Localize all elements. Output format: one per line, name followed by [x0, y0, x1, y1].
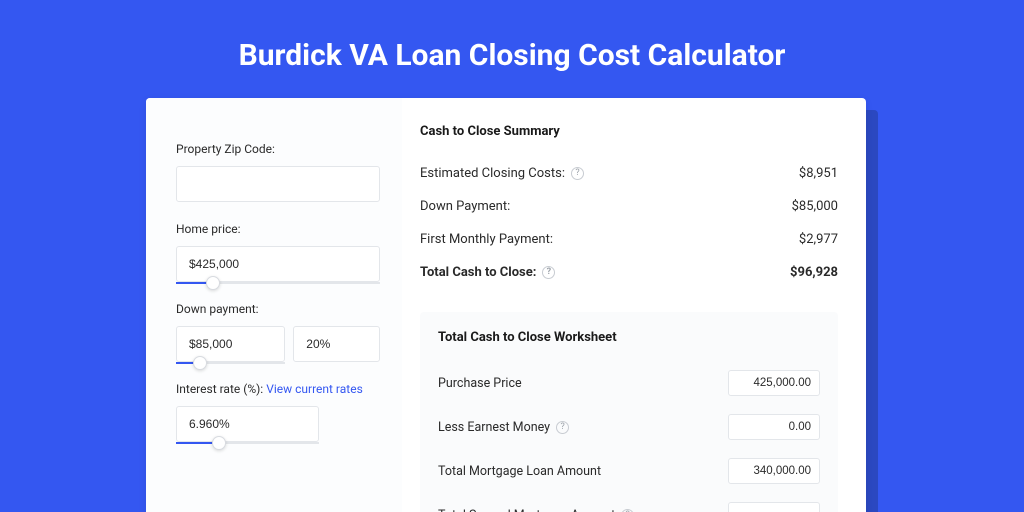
help-icon[interactable]: ?: [621, 509, 634, 512]
home-price-slider[interactable]: [176, 246, 380, 282]
summary-value: $96,928: [790, 265, 838, 280]
home-price-label: Home price:: [176, 222, 380, 236]
down-payment-input[interactable]: [176, 326, 285, 362]
summary-label-text: Total Cash to Close:: [420, 265, 536, 280]
interest-slider[interactable]: [176, 406, 319, 442]
interest-input[interactable]: [176, 406, 319, 442]
worksheet-label-text: Total Second Mortgage Amount: [438, 508, 615, 512]
worksheet-value-input[interactable]: [728, 414, 820, 440]
interest-label: Interest rate (%): View current rates: [176, 382, 380, 396]
view-rates-link[interactable]: View current rates: [266, 382, 363, 396]
home-price-field-block: Home price:: [176, 222, 380, 282]
down-payment-slider[interactable]: [176, 326, 285, 362]
home-price-input[interactable]: [176, 246, 380, 282]
slider-thumb[interactable]: [212, 436, 226, 450]
worksheet-value-input[interactable]: [728, 502, 820, 512]
worksheet-panel: Total Cash to Close Worksheet Purchase P…: [420, 312, 838, 512]
page-title: Burdick VA Loan Closing Cost Calculator: [0, 0, 1024, 73]
help-icon[interactable]: ?: [571, 167, 584, 180]
worksheet-label-text: Total Mortgage Loan Amount: [438, 464, 601, 479]
slider-thumb[interactable]: [206, 276, 220, 290]
worksheet-label-text: Less Earnest Money: [438, 420, 550, 435]
worksheet-row-second-mortgage: Total Second Mortgage Amount ?: [438, 493, 820, 512]
summary-value: $8,951: [799, 166, 838, 181]
zip-field-block: Property Zip Code:: [176, 142, 380, 202]
summary-label-text: Estimated Closing Costs:: [420, 166, 565, 181]
worksheet-row-purchase-price: Purchase Price: [438, 361, 820, 405]
input-panel: Property Zip Code: Home price: Down paym…: [146, 98, 402, 512]
summary-row-down-payment: Down Payment: $85,000: [420, 190, 838, 223]
summary-title: Cash to Close Summary: [420, 124, 838, 139]
zip-input[interactable]: [176, 166, 380, 202]
interest-label-text: Interest rate (%):: [176, 382, 263, 396]
help-icon[interactable]: ?: [542, 266, 555, 279]
down-payment-field-block: Down payment:: [176, 302, 380, 362]
zip-label: Property Zip Code:: [176, 142, 380, 156]
slider-thumb[interactable]: [193, 356, 207, 370]
worksheet-value-input[interactable]: [728, 370, 820, 396]
worksheet-title: Total Cash to Close Worksheet: [438, 330, 820, 345]
summary-label-text: Down Payment:: [420, 199, 510, 214]
down-payment-label: Down payment:: [176, 302, 380, 316]
interest-field-block: Interest rate (%): View current rates: [176, 382, 380, 442]
help-icon[interactable]: ?: [556, 421, 569, 434]
summary-row-total: Total Cash to Close: ? $96,928: [420, 256, 838, 289]
summary-row-first-payment: First Monthly Payment: $2,977: [420, 223, 838, 256]
down-payment-pct-input[interactable]: [293, 326, 380, 362]
results-panel: Cash to Close Summary Estimated Closing …: [402, 98, 866, 512]
summary-row-closing-costs: Estimated Closing Costs: ? $8,951: [420, 157, 838, 190]
calculator-card: Property Zip Code: Home price: Down paym…: [146, 98, 866, 512]
summary-label-text: First Monthly Payment:: [420, 232, 553, 247]
summary-value: $85,000: [792, 199, 838, 214]
divider: [420, 297, 838, 298]
worksheet-row-earnest-money: Less Earnest Money ?: [438, 405, 820, 449]
worksheet-value-input[interactable]: [728, 458, 820, 484]
summary-value: $2,977: [799, 232, 838, 247]
worksheet-label-text: Purchase Price: [438, 376, 522, 391]
worksheet-row-mortgage-amount: Total Mortgage Loan Amount: [438, 449, 820, 493]
